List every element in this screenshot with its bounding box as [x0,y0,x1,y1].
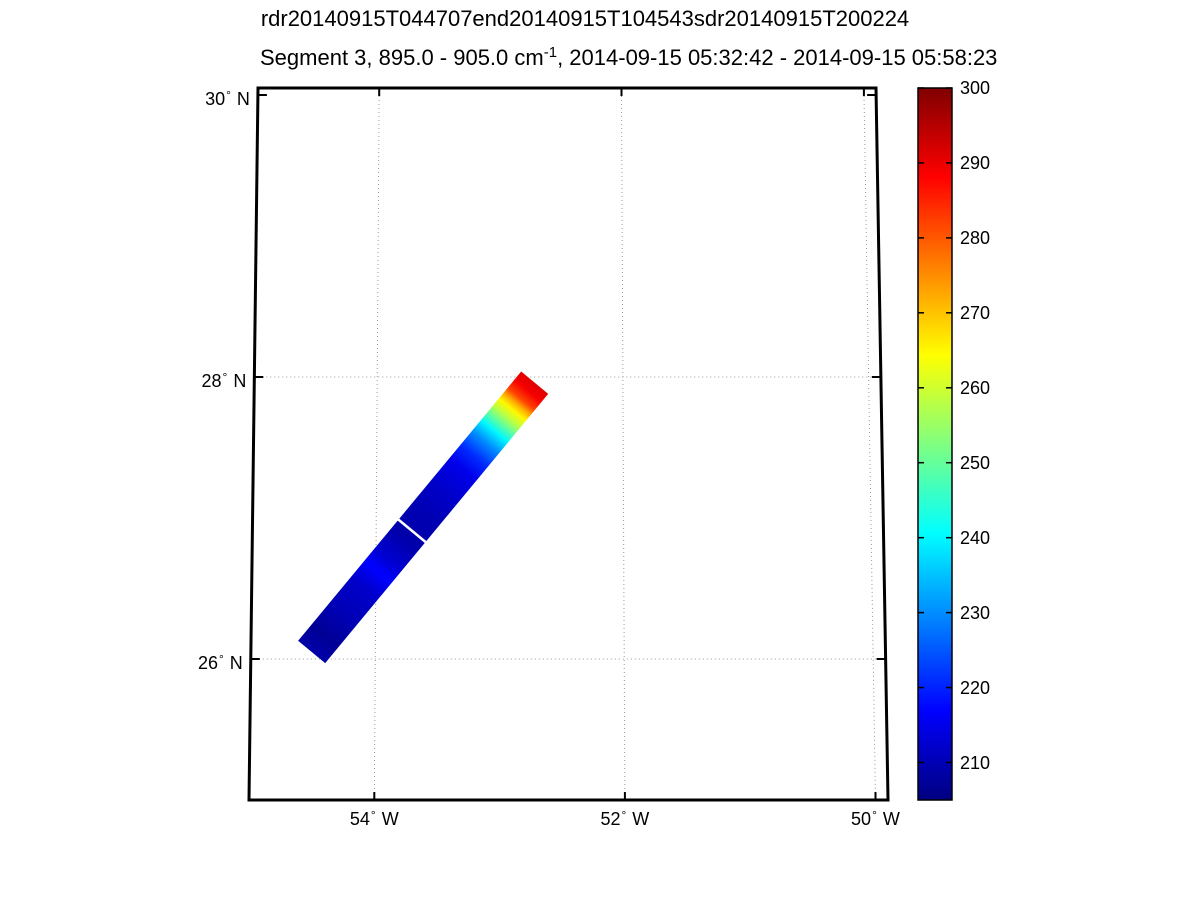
map-border [247,86,890,802]
gridline-lon-54 [373,87,380,801]
title-line2-prefix: Segment 3, 895.0 - 905.0 cm [260,45,544,70]
plot-title-line1: rdr20140915T044707end20140915T104543sdr2… [260,6,910,31]
gridline-lon-52 [621,87,626,801]
title-line2-suffix: , 2014-09-15 05:32:42 - 2014-09-15 05:58… [557,45,998,70]
swath-gap [396,518,428,544]
satellite-swath [298,371,549,664]
plot-title-line2: Segment 3, 895.0 - 905.0 cm-1, 2014-09-1… [260,41,997,70]
title-line2-superscript: -1 [543,44,558,61]
colorbar [917,87,953,801]
gridline-lon-50 [863,87,876,801]
